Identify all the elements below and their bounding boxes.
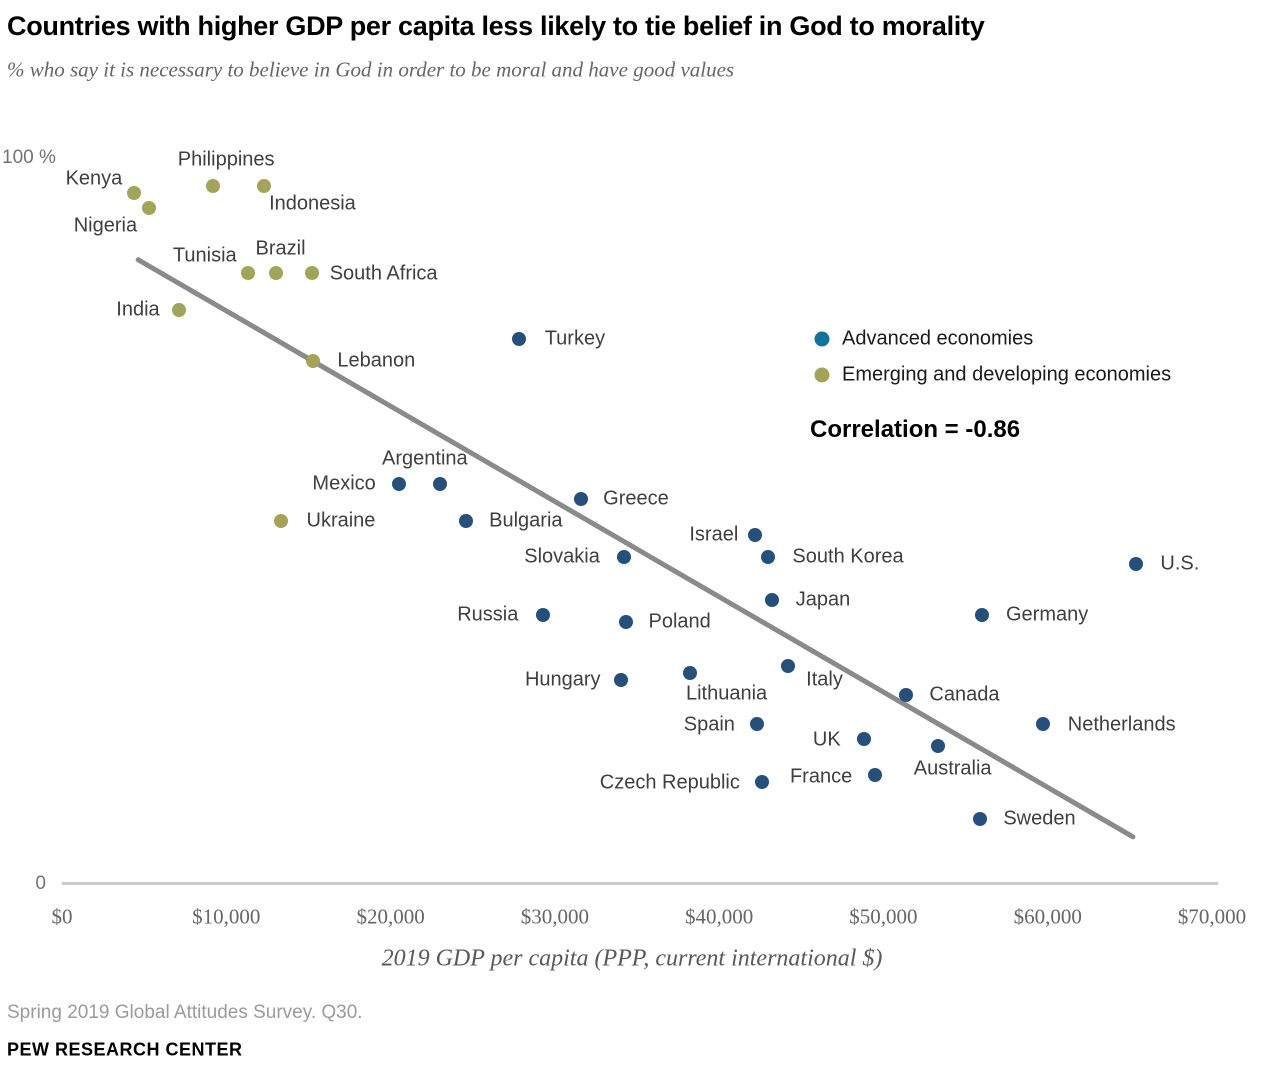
point-label-south-korea: South Korea [792,545,904,568]
point-label-australia: Australia [913,757,992,780]
data-point-japan [764,593,779,608]
point-label-bulgaria: Bulgaria [489,509,563,531]
legend-dot-advanced-economies [814,331,830,347]
x-tick-40-000: $40,000 [685,904,754,929]
data-point-ukraine [273,513,288,528]
point-label-brazil: Brazil [255,237,306,260]
data-point-bulgaria [459,513,474,528]
x-tick-70-000: $70,000 [1177,904,1247,929]
x-tick-50-000: $50,000 [849,904,918,929]
data-point-hungary [613,673,628,688]
point-label-slovakia: Slovakia [524,545,600,568]
point-label-indonesia: Indonesia [269,192,356,215]
data-point-france [868,767,883,782]
x-axis-title: 2019 GDP per capita (PPP, current intern… [381,945,883,972]
data-point-nigeria [142,200,157,215]
data-point-spain [749,717,764,732]
point-label-india: India [116,298,160,321]
data-point-kenya [127,186,142,201]
data-point-lithuania [682,666,697,681]
correlation-annotation: Correlation = -0.86 [810,416,1021,443]
data-point-south-korea [761,549,776,564]
point-label-argentina: Argentina [382,447,468,470]
x-axis-line [62,882,1218,885]
point-label-spain: Spain [683,713,735,736]
legend-label-advanced-economies: Advanced economies [842,327,1034,350]
point-label-turkey: Turkey [544,327,606,350]
data-point-canada [899,687,914,702]
data-point-argentina [432,477,447,492]
data-point-south-africa [304,266,319,281]
point-label-nigeria: Nigeria [73,214,138,237]
x-tick-60-000: $60,000 [1013,904,1082,929]
data-point-sweden [973,811,988,826]
point-label-netherlands: Netherlands [1067,713,1176,736]
point-label-russia: Russia [457,603,519,626]
y-axis-zero-label: 0 [35,873,46,894]
point-label-ukraine: Ukraine [306,509,376,531]
legend-label-emerging-and-developing-economies: Emerging and developing economies [842,363,1172,386]
data-point-tunisia [240,266,255,281]
data-point-greece [574,491,589,506]
x-tick-30-000: $30,000 [520,904,589,929]
point-label-south-africa: South Africa [329,262,438,285]
brand-wordmark: PEW RESEARCH CENTER [7,1039,243,1060]
data-point-australia [930,738,945,753]
chart-subtitle: % who say it is necessary to believe in … [7,57,735,82]
point-label-greece: Greece [603,487,669,510]
data-point-russia [536,608,551,622]
data-point-turkey [511,331,526,346]
source-note: Spring 2019 Global Attitudes Survey. Q30… [7,1002,363,1023]
data-point-germany [975,608,989,622]
data-point-indonesia [257,179,272,194]
y-axis-top-label: 100 % [2,147,56,168]
point-label-italy: Italy [806,668,843,691]
point-label-uk: UK [812,728,841,751]
point-label-lebanon: Lebanon [337,349,416,372]
data-point-brazil [268,266,283,281]
data-point-czech-republic [754,775,769,790]
x-tick-20-000: $20,000 [356,904,425,929]
point-label-philippines: Philippines [177,148,275,171]
x-tick-0: $0 [51,904,73,929]
data-point-philippines [206,179,221,194]
data-point-mexico [391,477,406,492]
point-label-japan: Japan [795,588,851,611]
point-label-mexico: Mexico [312,472,376,495]
legend-dot-emerging-and-developing-economies [814,367,830,383]
point-label-u-s: U.S. [1160,552,1200,575]
data-point-netherlands [1035,717,1050,732]
point-label-israel: Israel [689,523,739,546]
data-point-italy [781,658,796,673]
point-label-poland: Poland [648,610,711,633]
data-point-israel [748,528,763,543]
data-point-india [171,302,186,317]
data-point-u-s [1129,557,1144,572]
data-point-slovakia [616,549,631,564]
point-label-lithuania: Lithuania [685,682,768,705]
point-label-hungary: Hungary [524,668,601,691]
data-point-poland [618,615,633,630]
point-label-tunisia: Tunisia [172,244,237,267]
x-tick-10-000: $10,000 [192,904,261,929]
data-point-uk [856,731,871,746]
point-label-canada: Canada [929,683,1000,706]
point-label-czech-republic: Czech Republic [599,771,740,794]
point-label-sweden: Sweden [1003,807,1076,830]
chart-title: Countries with higher GDP per capita les… [7,11,985,41]
point-label-france: France [789,765,853,788]
point-label-kenya: Kenya [65,167,123,190]
data-point-lebanon [306,353,321,368]
point-label-germany: Germany [1006,603,1089,626]
